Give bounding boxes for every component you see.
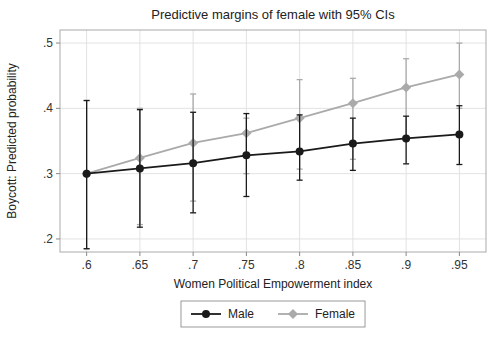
- error-bar: [84, 101, 90, 249]
- legend-item: Male: [191, 307, 254, 321]
- x-tick-label: .65: [132, 258, 149, 272]
- x-tick: [459, 252, 460, 256]
- y-tick-label: .4: [43, 101, 53, 115]
- series-line: [87, 134, 460, 173]
- marker-circle: [242, 151, 250, 159]
- marker-circle: [349, 140, 357, 148]
- error-bar-cap: [403, 163, 409, 164]
- error-bar-cap: [350, 170, 356, 171]
- legend-label: Male: [228, 307, 254, 321]
- series: [82, 43, 465, 249]
- x-tick-label: .85: [345, 258, 362, 272]
- axes: .2 .3 .4 .5 .6 .65 .7 .75 .8 .85 .9 .95: [43, 36, 468, 272]
- error-bar-cap: [243, 196, 249, 197]
- marker-diamond: [401, 82, 411, 92]
- marker-diamond: [348, 98, 358, 108]
- error-bar-cap: [190, 112, 196, 113]
- series: [83, 101, 464, 249]
- error-bar: [350, 118, 356, 170]
- y-tick-label: .3: [43, 167, 53, 181]
- error-bar: [137, 110, 143, 228]
- chart: .2 .3 .4 .5 .6 .65 .7 .75 .8 .85 .9 .95 Predictive m…: [0, 0, 500, 364]
- error-bar-cap: [84, 248, 90, 249]
- marker-diamond: [288, 309, 298, 319]
- y-tick-label: .5: [43, 36, 53, 50]
- x-tick-label: .8: [295, 258, 305, 272]
- x-tick: [193, 252, 194, 256]
- marker-circle: [83, 170, 91, 178]
- error-bar-cap: [350, 78, 356, 79]
- y-tick: [56, 238, 60, 239]
- error-bar-cap: [456, 42, 462, 43]
- marker-circle: [455, 130, 463, 138]
- y-tick-label: .2: [43, 232, 53, 246]
- grid-line-x: [246, 30, 247, 252]
- y-axis-label: Boycott: Predicted probability: [5, 63, 19, 218]
- x-tick: [246, 252, 247, 256]
- error-bar-cap: [137, 227, 143, 228]
- grid-line-x: [299, 30, 300, 252]
- error-bar: [84, 101, 90, 249]
- grid-line-y: [60, 238, 486, 239]
- series-line: [87, 74, 460, 173]
- error-bar-cap: [137, 109, 143, 110]
- x-tick-label: .7: [188, 258, 198, 272]
- y-tick: [56, 108, 60, 109]
- grid-line-y: [60, 43, 486, 44]
- error-bar-cap: [137, 108, 143, 109]
- error-bar-cap: [456, 105, 462, 106]
- error-bar-cap: [297, 79, 303, 80]
- error-bar: [190, 112, 196, 213]
- error-bar-cap: [84, 100, 90, 101]
- error-bar-cap: [84, 248, 90, 249]
- grid-line-x: [86, 30, 87, 252]
- x-tick: [352, 252, 353, 256]
- marker-diamond: [82, 169, 92, 179]
- error-bar: [403, 116, 409, 164]
- marker-circle: [189, 159, 197, 167]
- x-axis-label: Women Political Empowerment index: [174, 277, 373, 291]
- data: [82, 43, 465, 249]
- marker-diamond: [454, 69, 464, 79]
- grid-line-x: [139, 30, 140, 252]
- legend-label: Female: [315, 307, 355, 321]
- error-bar-cap: [297, 114, 303, 115]
- error-bar: [243, 114, 249, 197]
- x-tick-label: .9: [401, 258, 411, 272]
- x-tick: [299, 252, 300, 256]
- x-tick-label: .6: [82, 258, 92, 272]
- error-bar-cap: [243, 113, 249, 114]
- error-bar: [297, 115, 303, 180]
- error-bar-cap: [190, 93, 196, 94]
- x-tick-label: .75: [238, 258, 255, 272]
- x-tick: [406, 252, 407, 256]
- legend-item: Female: [278, 307, 355, 321]
- plot-frame: [60, 30, 486, 252]
- marker-circle: [402, 134, 410, 142]
- grid-line-y: [60, 173, 486, 174]
- error-bar: [456, 106, 462, 165]
- error-bar-cap: [403, 58, 409, 59]
- grid-line-x: [193, 30, 194, 252]
- x-tick: [139, 252, 140, 256]
- grid-line-y: [60, 108, 486, 109]
- marker-circle: [296, 147, 304, 155]
- y-tick: [56, 173, 60, 174]
- error-bar-cap: [403, 116, 409, 117]
- marker-circle: [202, 310, 210, 318]
- grid-line-x: [459, 30, 460, 252]
- error-bar-cap: [350, 117, 356, 118]
- grid: [60, 30, 486, 252]
- y-tick: [56, 43, 60, 44]
- error-bar-cap: [84, 100, 90, 101]
- title: Predictive margins of female with 95% CI…: [151, 7, 395, 22]
- legend-box: [181, 301, 365, 327]
- error-bar-cap: [190, 212, 196, 213]
- marker-circle: [136, 164, 144, 172]
- legend: Male Female: [181, 301, 365, 327]
- error-bar-cap: [456, 164, 462, 165]
- error-bar-cap: [297, 180, 303, 181]
- x-tick: [86, 252, 87, 256]
- x-tick-label: .95: [451, 258, 468, 272]
